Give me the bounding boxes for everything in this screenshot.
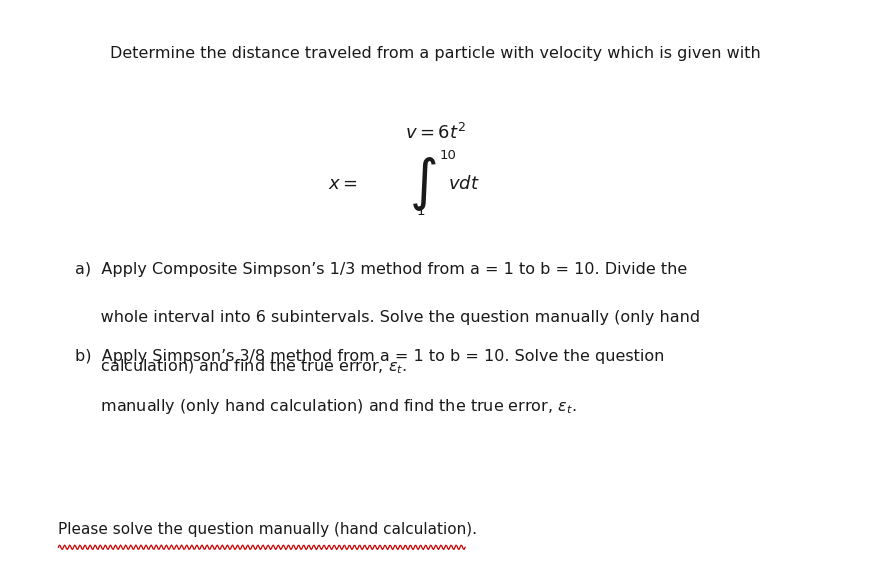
Text: $x = $: $x = $ [328,175,358,193]
Text: b)  Apply Simpson’s 3/8 method from a = 1 to b = 10. Solve the question: b) Apply Simpson’s 3/8 method from a = 1… [75,349,665,364]
Text: manually (only hand calculation) and find the true error, $\varepsilon_t$.: manually (only hand calculation) and fin… [75,397,577,416]
Text: a)  Apply Composite Simpson’s 1/3 method from a = 1 to b = 10. Divide the: a) Apply Composite Simpson’s 1/3 method … [75,262,688,277]
Text: Determine the distance traveled from a particle with velocity which is given wit: Determine the distance traveled from a p… [110,46,760,61]
Text: $vdt$: $vdt$ [448,175,479,193]
Text: $v = 6t^2$: $v = 6t^2$ [404,123,466,143]
Text: whole interval into 6 subintervals. Solve the question manually (only hand: whole interval into 6 subintervals. Solv… [75,310,701,325]
Text: $\int$: $\int$ [409,155,436,213]
Text: calculation) and find the true error, $\varepsilon_t$.: calculation) and find the true error, $\… [75,358,408,376]
Text: 1: 1 [416,205,425,218]
Text: 10: 10 [439,149,457,162]
Text: Please solve the question manually (hand calculation).: Please solve the question manually (hand… [58,522,478,537]
